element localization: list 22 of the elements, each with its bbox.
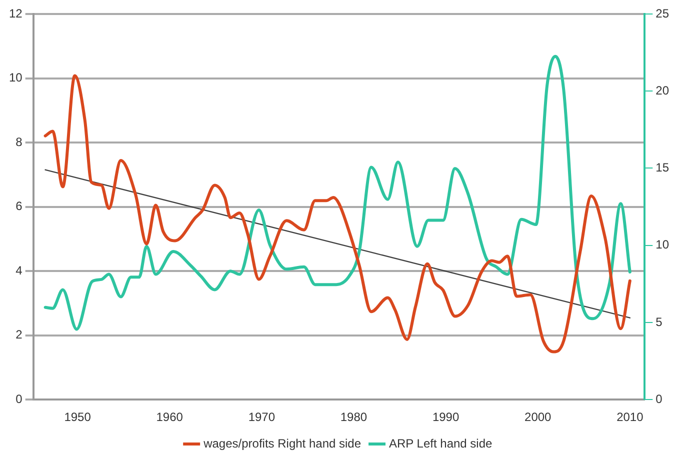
y2-tick-label: 5 [656,314,663,329]
x-tick-label: 2010 [616,410,644,424]
x-tick-label: 1950 [64,410,92,424]
y-tick-label: 2 [16,328,23,342]
x-tick-label: 1960 [156,410,184,424]
y2-tick-label: 0 [656,392,663,406]
y-tick-label: 0 [16,392,23,406]
y-tick-label: 12 [8,6,23,20]
x-tick-label: 1970 [248,410,276,424]
legend-label: wages/profits Right hand side [202,436,362,450]
legend-label: ARP Left hand side [389,436,493,450]
y2-tick-label: 20 [656,83,670,98]
y2-tick-label: 15 [656,160,670,175]
y-tick-label: 6 [16,199,23,214]
x-tick-label: 2000 [524,410,552,424]
x-tick-label: 1990 [432,410,460,424]
y2-tick-label: 10 [656,238,670,252]
y-tick-label: 4 [16,263,23,278]
y2-tick-label: 25 [656,6,670,20]
x-tick-label: 1980 [340,410,368,424]
y-tick-label: 8 [16,134,23,149]
y-tick-label: 10 [8,70,23,85]
